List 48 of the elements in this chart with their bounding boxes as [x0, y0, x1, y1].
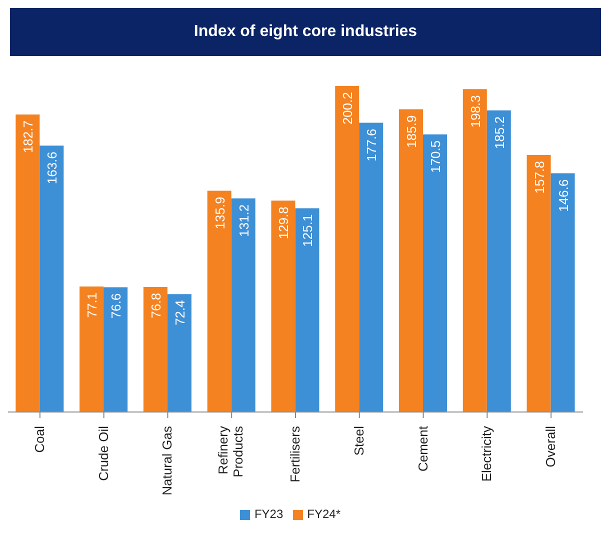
bar: [550, 173, 575, 412]
data-label: 182.7: [20, 120, 36, 154]
bar: [104, 287, 128, 412]
bar: [399, 109, 423, 412]
data-label: 185.2: [492, 116, 507, 149]
bar: [486, 110, 511, 412]
data-label: 157.8: [532, 161, 547, 194]
chart-title: Index of eight core industries: [10, 8, 601, 56]
data-label: 185.9: [404, 115, 419, 148]
data-label: 129.8: [276, 206, 292, 240]
data-label: 77.1: [84, 292, 100, 318]
bar: [16, 114, 40, 412]
bar: [231, 198, 256, 412]
data-label: 125.1: [300, 214, 316, 247]
bar: [335, 86, 360, 412]
x-tick-label: Natural Gas: [160, 426, 175, 496]
bar: [143, 286, 168, 412]
legend-label: FY23: [254, 507, 284, 521]
bar: [526, 155, 551, 412]
x-tick-label: Electricity: [479, 426, 494, 482]
data-label: 163.6: [44, 152, 60, 184]
bar: [462, 89, 487, 412]
bar: [167, 294, 192, 412]
x-tick-label: Overall: [543, 426, 558, 468]
x-tick-label: Refinery Products: [216, 426, 246, 478]
data-label: 170.5: [428, 140, 443, 173]
data-label: 72.4: [172, 300, 188, 326]
bar: [207, 190, 232, 412]
data-label: 198.3: [468, 95, 483, 128]
bar: [295, 208, 320, 412]
data-label: 177.6: [364, 128, 380, 162]
data-label: 200.2: [340, 92, 356, 125]
data-label: 135.9: [212, 196, 228, 230]
legend-label: FY24*: [307, 507, 341, 521]
data-label: 76.6: [108, 293, 124, 319]
data-label: 131.2: [236, 204, 252, 237]
bar: [423, 134, 447, 412]
bar: [40, 146, 64, 412]
bar: [271, 200, 296, 412]
bar: [80, 286, 104, 412]
data-label: 146.6: [556, 179, 571, 212]
x-tick-label: Fertilisers: [288, 426, 302, 482]
x-tick-label: Steel: [351, 426, 366, 456]
data-label: 76.8: [148, 292, 164, 318]
bar: [359, 122, 384, 412]
x-tick-label: Cement: [415, 426, 430, 472]
x-tick-label: Coal: [32, 426, 47, 453]
x-tick-label: Crude Oil: [96, 426, 111, 481]
